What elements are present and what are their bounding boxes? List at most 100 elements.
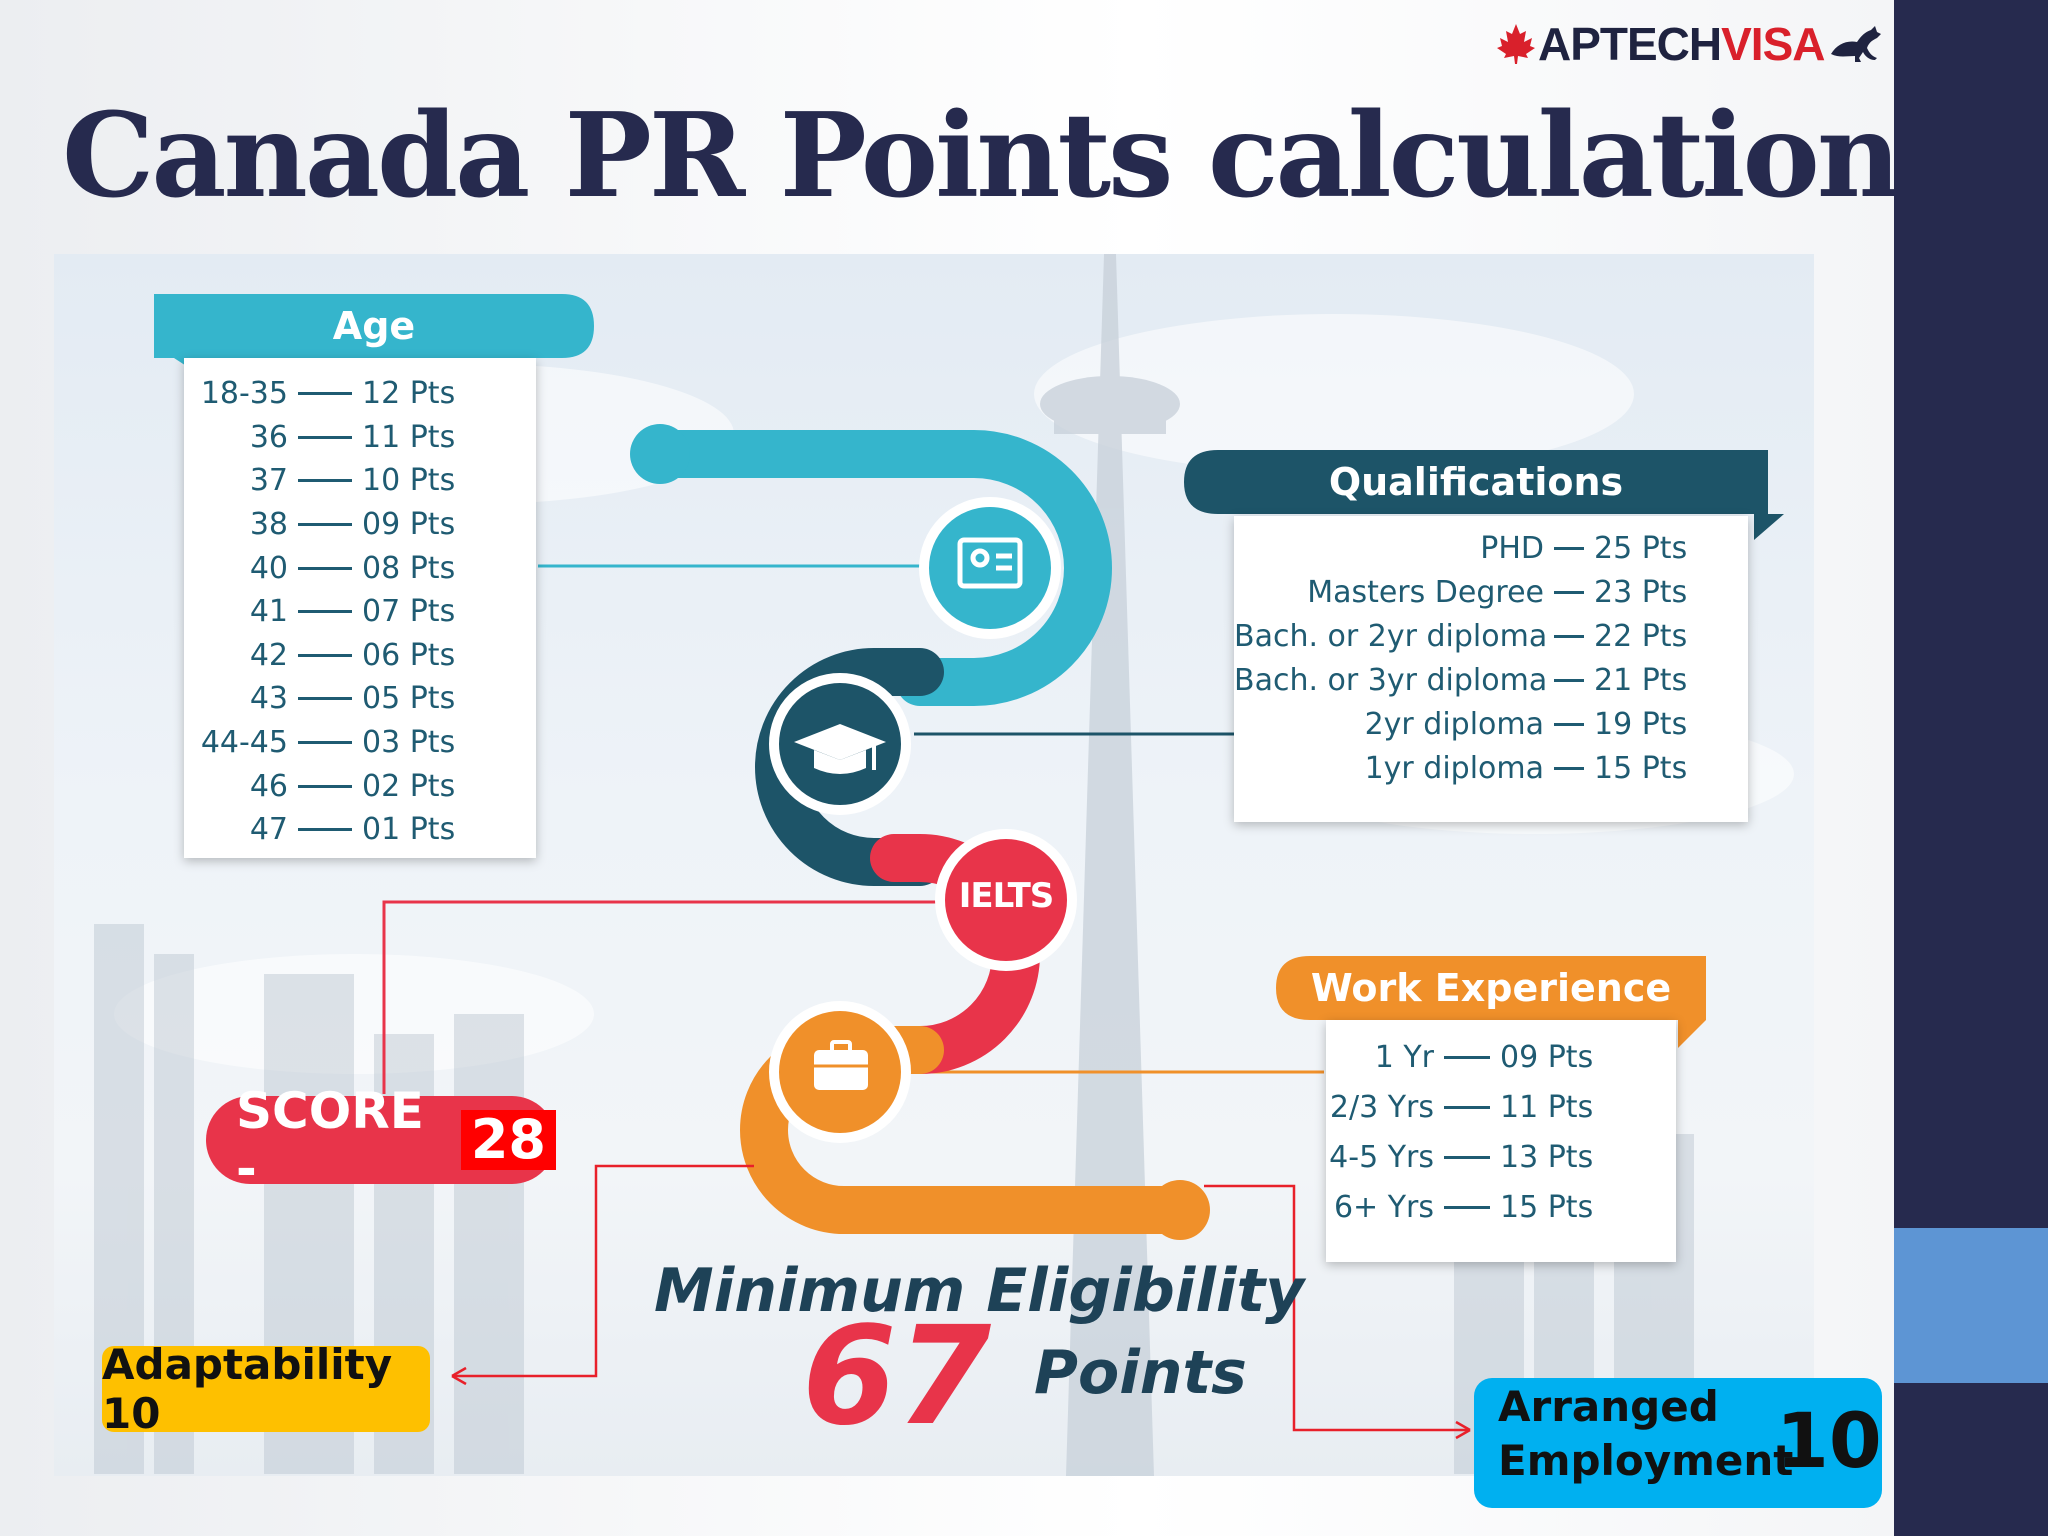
- age-row-label: 42: [249, 637, 288, 673]
- qualification-row-label: 2yr diploma: [1364, 706, 1544, 742]
- age-row-points: 10 Pts: [362, 463, 456, 499]
- age-row-connector: [298, 435, 352, 439]
- work-row-label: 6+ Yrs: [1333, 1189, 1434, 1225]
- qualification-row-label: Bach. or 3yr diploma: [1234, 662, 1548, 698]
- age-row-label: 37: [249, 463, 288, 499]
- work-header: Work Experience: [1310, 966, 1672, 1010]
- logo-text-visa: VISA: [1721, 18, 1825, 70]
- qualification-row-connector: [1554, 546, 1584, 550]
- logo-text-aptech: APTECH: [1538, 18, 1722, 70]
- arranged-line2: Employment: [1498, 1436, 1794, 1485]
- age-row-connector: [298, 784, 352, 788]
- qualification-row-label: PHD: [1480, 530, 1544, 566]
- work-row-connector: [1444, 1055, 1490, 1059]
- work-row-points: 15 Pts: [1500, 1189, 1594, 1225]
- age-row-label: 43: [249, 681, 288, 717]
- qualification-row: Bach. or 2yr diploma 22 Pts: [1234, 614, 1748, 658]
- work-row-points: 09 Pts: [1500, 1039, 1594, 1075]
- age-row-points: 11 Pts: [362, 419, 456, 455]
- right-side-accent: [1894, 1228, 2048, 1383]
- age-header-shape: [154, 294, 594, 384]
- qualification-row-label: Bach. or 2yr diploma: [1234, 618, 1548, 654]
- age-row-label: 41: [249, 594, 288, 630]
- age-row-connector: [298, 653, 352, 657]
- work-row-points: 13 Pts: [1500, 1139, 1594, 1175]
- minimum-points-number: 67: [802, 1298, 992, 1456]
- age-row: 38 09 Pts: [184, 503, 536, 547]
- age-row-points: 01 Pts: [362, 812, 456, 848]
- qualification-row-points: 25 Pts: [1594, 530, 1688, 566]
- qualification-row: 1yr diploma 15 Pts: [1234, 746, 1748, 790]
- work-row-connector: [1444, 1105, 1490, 1109]
- age-row-points: 12 Pts: [362, 376, 456, 412]
- minimum-eligibility-label: Minimum Eligibility: [654, 1256, 1305, 1326]
- age-row-label: 18-35: [200, 376, 288, 412]
- qualification-row-points: 23 Pts: [1594, 574, 1688, 610]
- age-row-points: 02 Pts: [362, 768, 456, 804]
- age-row-connector: [298, 741, 352, 745]
- arranged-employment-badge: Arranged Employment 10: [1474, 1378, 1882, 1508]
- age-row-connector: [298, 392, 352, 396]
- age-row: 47 01 Pts: [184, 808, 536, 852]
- work-row: 1 Yr 09 Pts: [1326, 1032, 1676, 1082]
- work-card: 1 Yr 09 Pts 2/3 Yrs 11 Pts 4-5 Yrs 13 Pts 6+ Y…: [1326, 1020, 1676, 1262]
- qualification-row-points: 21 Pts: [1594, 662, 1688, 698]
- qualification-row: Bach. or 3yr diploma 21 Pts: [1234, 658, 1748, 702]
- age-row: 44-45 03 Pts: [184, 721, 536, 765]
- age-row: 40 08 Pts: [184, 546, 536, 590]
- age-row-label: 44-45: [200, 725, 288, 761]
- aptechvisa-logo: APTECH VISA: [1496, 16, 1883, 72]
- age-row-connector: [298, 479, 352, 483]
- qualification-row-label: 1yr diploma: [1364, 750, 1544, 786]
- score-label: SCORE -: [236, 1082, 424, 1198]
- adaptability-badge: Adaptability 10: [102, 1340, 430, 1438]
- age-row-connector: [298, 697, 352, 701]
- age-row-connector: [298, 610, 352, 614]
- work-row: 4-5 Yrs 13 Pts: [1326, 1132, 1676, 1182]
- kangaroo-icon: [1830, 26, 1881, 62]
- work-row-label: 1 Yr: [1374, 1039, 1434, 1075]
- qualification-row-connector: [1554, 634, 1584, 638]
- age-row-points: 08 Pts: [362, 550, 456, 586]
- age-row-points: 06 Pts: [362, 637, 456, 673]
- qualification-row: Masters Degree 23 Pts: [1234, 570, 1748, 614]
- qualifications-header: Qualifications: [1328, 460, 1624, 504]
- age-row: 41 07 Pts: [184, 590, 536, 634]
- age-row-label: 38: [249, 507, 288, 543]
- infographic: Age 18-35 12 Pts 36 11 Pts 37 10 Pts 38 09 Pts 4…: [54, 254, 1814, 1476]
- age-header: Age: [332, 304, 416, 348]
- work-row: 2/3 Yrs 11 Pts: [1326, 1082, 1676, 1132]
- qualification-row-points: 19 Pts: [1594, 706, 1688, 742]
- age-row-connector: [298, 566, 352, 570]
- page-title: Canada PR Points calculation: [62, 88, 1901, 224]
- arranged-line1: Arranged: [1498, 1382, 1719, 1431]
- qualification-row-points: 15 Pts: [1594, 750, 1688, 786]
- age-row-points: 07 Pts: [362, 594, 456, 630]
- maple-leaf-icon: [1497, 24, 1535, 64]
- qualification-row-label: Masters Degree: [1307, 574, 1544, 610]
- arranged-value: 10: [1776, 1396, 1882, 1485]
- qualification-row-connector: [1554, 766, 1584, 770]
- age-row-connector: [298, 523, 352, 527]
- qualification-row-connector: [1554, 590, 1584, 594]
- score-badge: SCORE - 28: [206, 1082, 556, 1198]
- ielts-logo-text: IELTS: [958, 876, 1055, 916]
- score-value: 28: [460, 1110, 556, 1170]
- age-row-label: 36: [249, 419, 288, 455]
- age-row: 37 10 Pts: [184, 459, 536, 503]
- work-header-shape: [1276, 956, 1706, 1048]
- qualifications-card: PHD 25 Pts Masters Degree 23 Pts Bach. or 2y…: [1234, 516, 1748, 822]
- age-row-label: 46: [249, 768, 288, 804]
- age-row-points: 05 Pts: [362, 681, 456, 717]
- age-row-label: 47: [249, 812, 288, 848]
- minimum-points-unit: Points: [1034, 1338, 1247, 1408]
- qualification-row: 2yr diploma 19 Pts: [1234, 702, 1748, 746]
- qualification-row-connector: [1554, 678, 1584, 682]
- work-row: 6+ Yrs 15 Pts: [1326, 1182, 1676, 1232]
- age-row-points: 09 Pts: [362, 507, 456, 543]
- qualification-row-points: 22 Pts: [1594, 618, 1688, 654]
- qualification-row-connector: [1554, 722, 1584, 726]
- age-row-label: 40: [249, 550, 288, 586]
- work-row-connector: [1444, 1205, 1490, 1209]
- age-row-connector: [298, 828, 352, 832]
